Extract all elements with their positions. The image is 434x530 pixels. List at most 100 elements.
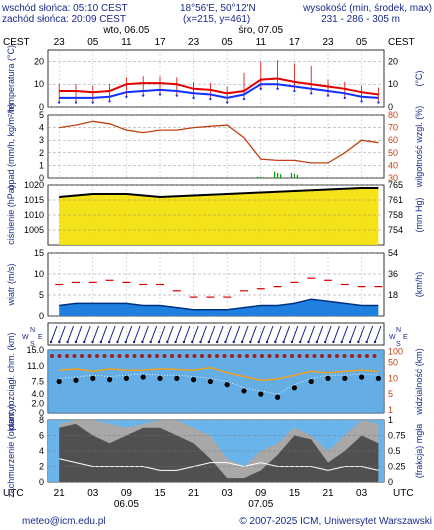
footer-email[interactable]: meteo@icm.edu.pl [22, 516, 106, 527]
wind-direction-arrow [92, 325, 100, 343]
y-tick-label: 0 [39, 477, 44, 487]
y-tick-label: 758 [388, 210, 403, 220]
wind-direction-arrow [83, 325, 91, 343]
cloud-base-dot [90, 375, 96, 381]
wind-direction-arrow [348, 340, 352, 344]
y-tick-label: 20 [388, 56, 398, 66]
wind-direction-arrow [290, 340, 294, 344]
wind-direction-arrow [274, 325, 282, 343]
cloud-base-dot [224, 382, 230, 388]
bottom-date-label: 06.05 [114, 499, 139, 510]
wind-direction-arrow [349, 325, 357, 343]
cloud-top-dot [237, 354, 242, 358]
cloud-top-dot [215, 354, 219, 358]
wind-direction-arrow [50, 325, 58, 343]
wind-direction-arrow [67, 325, 75, 343]
cloud-top-dot [207, 354, 212, 358]
cloud-top-dot [132, 354, 137, 358]
cloud-top-dot [87, 354, 92, 358]
y-tick-label: 765 [388, 180, 403, 190]
temp-point [343, 96, 346, 100]
cloud-top-dot [192, 354, 197, 358]
bottom-hour-label: 03 [87, 488, 99, 499]
wind-direction-arrow [166, 325, 174, 343]
left-axis-label: opad (mm/h, kg/m²/h) [6, 103, 16, 189]
cloud-top-dot [350, 354, 354, 358]
top-hour-label: 11 [256, 37, 267, 48]
wind-direction-arrow [141, 340, 144, 344]
y-tick-label: 40 [388, 160, 398, 170]
cloud-top-dot [327, 354, 332, 358]
wind-direction-arrow [366, 325, 374, 343]
y-tick-label: 0 [39, 102, 44, 112]
wind-direction-arrow [265, 340, 269, 344]
temp-point [209, 97, 212, 101]
cloud-top-dot [335, 354, 339, 358]
y-tick-label: 10 [34, 269, 44, 279]
compass-s: S [396, 341, 401, 348]
y-tick-label: 54 [388, 248, 398, 258]
wind-direction-arrow [58, 325, 66, 343]
wind-direction-arrow [91, 340, 94, 344]
y-tick-label: 36 [388, 269, 398, 279]
wind-direction-arrow [241, 325, 249, 343]
sunset-text: zachód słońca: 20:09 CEST [2, 14, 126, 25]
cloud-top-dot [72, 354, 77, 358]
tz-top-left: CEST [3, 37, 30, 48]
y-tick-label: 70 [388, 123, 398, 133]
wind-direction-arrow [340, 340, 343, 344]
temp-point [58, 101, 61, 104]
y-tick-label: 0.75 [388, 431, 406, 441]
wind-direction-arrow [257, 340, 260, 344]
y-tick-label: 18 [388, 290, 398, 300]
bottom-hour-label: 21 [188, 488, 200, 499]
cloud-extent-line [59, 366, 379, 381]
wind-direction-arrow [66, 340, 69, 344]
y-tick-label: 1 [388, 405, 393, 415]
temp-point [226, 101, 229, 104]
cloud-base-dot [157, 375, 163, 381]
cloud-base-dot [342, 375, 348, 381]
left-axis-label: zachmurzenie (oktanty) [6, 404, 16, 498]
wind-direction-arrow [124, 340, 127, 344]
cloud-top-dot [275, 354, 279, 358]
temp-point [142, 94, 145, 97]
right-axis-label: (km/h) [414, 272, 424, 298]
y-tick-label: 0.25 [388, 462, 406, 472]
day-label: wto, 06.05 [102, 25, 150, 36]
cloud-base-dot [56, 378, 62, 385]
compass-w: W [389, 334, 396, 341]
cloud-top-dot [170, 354, 174, 358]
wind-direction-arrow [332, 340, 335, 344]
cloud-base-dot [191, 377, 197, 383]
wind-direction-arrow [75, 325, 83, 343]
compass-e: E [38, 334, 43, 341]
sunrise-text: wschód słońca: 05:10 CEST [1, 3, 128, 14]
wind-direction-arrow [308, 325, 316, 343]
wind-direction-arrow [283, 325, 291, 343]
bottom-hour-label: 15 [289, 488, 301, 499]
bottom-hour-label: 15 [154, 488, 166, 499]
coords-text: 18°56'E, 50°12'N [180, 3, 256, 14]
top-hour-label: 23 [54, 37, 66, 48]
y-tick-label: 10 [388, 373, 398, 383]
wind-direction-arrow [324, 325, 332, 343]
cloud-top-dot [312, 354, 317, 358]
temp-series-line [59, 77, 379, 96]
cloud-base-dot [174, 375, 180, 381]
top-hour-label: 05 [356, 37, 368, 48]
cloud-top-dot [297, 354, 302, 358]
cloud-top-dot [305, 354, 309, 358]
panel-frame [47, 114, 385, 179]
bottom-hour-label: 09 [121, 488, 133, 499]
wind-direction-arrow [208, 325, 216, 343]
y-tick-label: 15.0 [26, 345, 44, 355]
bottom-hour-label: 21 [322, 488, 334, 499]
cloud-top-dot [185, 354, 189, 358]
wind-direction-arrow [341, 325, 349, 343]
footer-copyright: © 2007-2025 ICM, Uniwersytet Warszawski [239, 516, 432, 527]
wind-direction-arrow [141, 325, 149, 343]
temp-point [192, 96, 195, 100]
wind-direction-arrow [132, 340, 136, 344]
y-tick-label: 80 [388, 110, 398, 120]
